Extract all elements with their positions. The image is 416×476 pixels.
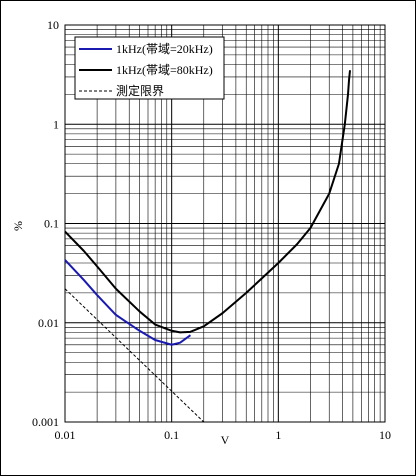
legend-label-2: 1kHz(帯域=80kHz) bbox=[116, 63, 213, 77]
plot-area-border bbox=[64, 24, 386, 423]
series-line-2 bbox=[64, 70, 352, 334]
y-tick-label: 1 bbox=[53, 117, 59, 131]
y-tick-labels: 0.001 0.01 0.1 1 10 bbox=[32, 18, 59, 429]
x-tick-label: 1 bbox=[275, 428, 281, 442]
x-tick-label: 0.01 bbox=[55, 428, 76, 442]
legend-box bbox=[74, 36, 225, 100]
legend-label-1: 1kHz(帯域=20kHz) bbox=[116, 42, 213, 56]
y-tick-label: 10 bbox=[47, 18, 59, 32]
legend: 1kHz(帯域=20kHz) 1kHz(帯域=80kHz) 測定限界 bbox=[74, 36, 225, 100]
series-line-3 bbox=[64, 288, 205, 423]
y-tick-label: 0.1 bbox=[44, 217, 59, 231]
y-tick-label: 0.001 bbox=[32, 415, 59, 429]
x-axis-label: V bbox=[221, 433, 230, 447]
y-axis-label: % bbox=[11, 221, 25, 231]
x-tick-label: 10 bbox=[379, 428, 391, 442]
x-tick-labels: 0.01 0.1 1 10 bbox=[55, 428, 392, 442]
legend-label-3: 測定限界 bbox=[116, 83, 164, 98]
x-tick-label: 0.1 bbox=[164, 428, 179, 442]
series-lines bbox=[64, 70, 352, 423]
y-tick-label: 0.01 bbox=[38, 316, 59, 330]
series-line-1 bbox=[64, 259, 192, 346]
